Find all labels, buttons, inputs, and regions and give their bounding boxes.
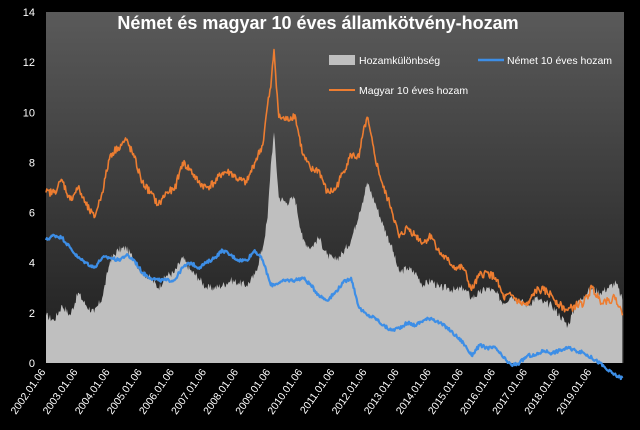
legend-item-hungarian: Magyar 10 éves hozam — [329, 85, 468, 97]
y-tick-label: 2 — [29, 308, 35, 320]
legend-label-spread: Hozamkülönbség — [359, 55, 440, 67]
chart-title: Német és magyar 10 éves államkötvény-hoz… — [117, 13, 518, 33]
legend-label-hungarian: Magyar 10 éves hozam — [359, 85, 468, 97]
y-tick-label: 0 — [29, 358, 35, 370]
y-tick-label: 12 — [23, 57, 35, 69]
y-tick-label: 4 — [29, 258, 35, 270]
y-axis: 0 2 4 6 8 10 12 14 — [23, 7, 35, 370]
y-tick-label: 10 — [23, 107, 35, 119]
series-layer — [44, 48, 624, 381]
legend-item-spread: Hozamkülönbség — [329, 55, 440, 67]
series-line-german — [44, 233, 624, 381]
legend-swatch-spread — [329, 55, 355, 65]
y-tick-label: 6 — [29, 208, 35, 220]
series-area-spread — [46, 132, 623, 363]
legend-item-german: Német 10 éves hozam — [478, 55, 612, 67]
legend-label-german: Német 10 éves hozam — [507, 55, 612, 67]
legend: Hozamkülönbség Német 10 éves hozam Magya… — [329, 55, 612, 97]
series-line-hungarian — [45, 48, 624, 316]
y-tick-label: 8 — [29, 157, 35, 169]
y-tick-label: 14 — [23, 7, 35, 19]
